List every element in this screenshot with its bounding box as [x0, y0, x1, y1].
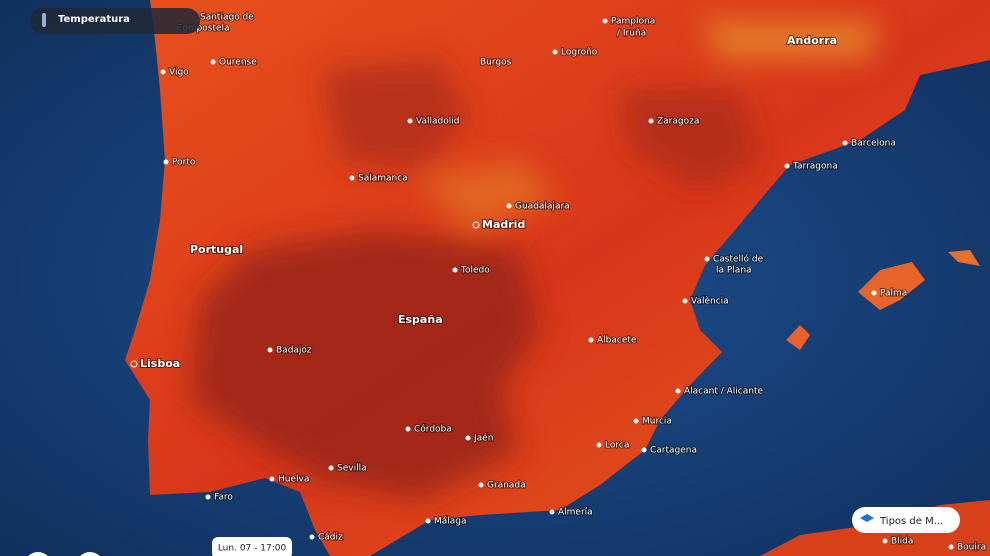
- city-dot: [842, 140, 848, 146]
- control-button[interactable]: [24, 552, 52, 556]
- city-label: Blida: [891, 537, 913, 547]
- city-label: València: [691, 296, 729, 307]
- island-ibiza: [786, 325, 810, 350]
- city-label: Murcia: [642, 417, 672, 427]
- city-label: Porto: [172, 158, 196, 168]
- city-label: Toledo: [460, 266, 490, 276]
- city-label: Faro: [214, 493, 233, 503]
- layer-pill-label: Temperatura: [58, 14, 130, 25]
- city-label: Almería: [558, 508, 593, 518]
- city-label: Castelló de: [713, 254, 764, 265]
- city-dot: [641, 447, 647, 453]
- city-label: Barcelona: [851, 139, 896, 149]
- city-label: Madrid: [482, 218, 525, 231]
- city-dot: [506, 203, 512, 209]
- city-label: Palma: [880, 289, 907, 299]
- city-dot: [633, 418, 639, 424]
- city-label: Guadalajara: [515, 202, 570, 212]
- island-mallorca: [858, 262, 925, 310]
- city-dot: [465, 435, 471, 441]
- city-label: Cádiz: [318, 533, 343, 543]
- city-label: Salamanca: [358, 174, 408, 184]
- thermometer-icon: [42, 13, 46, 27]
- city-dot: [552, 49, 558, 55]
- layer-pill[interactable]: [30, 8, 200, 34]
- map-types-label: Tipos de M...: [879, 516, 943, 527]
- city-label: Cartagena: [650, 446, 697, 456]
- city-dot: [328, 465, 334, 471]
- city-dot: [596, 442, 602, 448]
- city-label: Logroño: [561, 48, 598, 58]
- time-label: Lun. 07 - 17:00: [218, 544, 287, 554]
- city-dot: [309, 534, 315, 540]
- city-label: Santiago de: [200, 13, 254, 23]
- city-label: Huelva: [278, 475, 309, 485]
- city-dot: [871, 290, 877, 296]
- city-dot: [784, 163, 790, 169]
- city-label: Bouira: [957, 543, 986, 553]
- control-button[interactable]: [76, 552, 104, 556]
- city-label: Vigo: [169, 68, 189, 78]
- map-types-button[interactable]: [852, 507, 960, 533]
- city-dot: [349, 175, 355, 181]
- city-label: Albacete: [597, 336, 637, 346]
- city-label: Burgos: [480, 58, 512, 68]
- city-dot: [948, 544, 954, 550]
- city-label: Andorra: [787, 34, 837, 47]
- layers-icon: [860, 514, 874, 522]
- city-label: Sevilla: [337, 464, 367, 474]
- city-dot: [549, 509, 555, 515]
- city-dot: [210, 59, 216, 65]
- city-dot: [267, 347, 273, 353]
- city-label: Zaragoza: [657, 117, 699, 127]
- city-labels: Santiago deCompostelaOurenseVigoPortoPam…: [130, 12, 987, 554]
- city-label: Córdoba: [414, 424, 452, 435]
- city-dot: [478, 482, 484, 488]
- city-dot: [205, 494, 211, 500]
- city-dot: [407, 118, 413, 124]
- city-dot: [405, 426, 411, 432]
- city-label: Alacant / Alicante: [684, 387, 763, 397]
- city-label: Granada: [487, 481, 526, 491]
- city-label: Lorca: [605, 441, 629, 451]
- city-dot: [675, 388, 681, 394]
- city-dot: [588, 337, 594, 343]
- city-dot: [160, 69, 166, 75]
- city-label: Ourense: [219, 58, 257, 68]
- city-dot: [882, 538, 888, 544]
- city-dot: [682, 298, 688, 304]
- city-label: Málaga: [434, 517, 467, 527]
- city-label: Pamplona: [611, 17, 655, 27]
- city-label: Valladolid: [416, 117, 459, 127]
- city-dot: [704, 256, 710, 262]
- hot-zones: [190, 20, 880, 500]
- city-label: Lisboa: [140, 357, 180, 370]
- city-dot: [130, 360, 138, 368]
- city-dot: [425, 518, 431, 524]
- city-label: Portugal: [190, 243, 243, 256]
- city-label: Badajoz: [276, 346, 312, 356]
- city-dot: [648, 118, 654, 124]
- island-menorca: [948, 250, 980, 266]
- city-dot: [472, 221, 480, 229]
- city-label: Jaén: [473, 433, 493, 444]
- city-label: la Plana: [716, 266, 752, 276]
- city-label: España: [398, 313, 443, 326]
- city-dot: [269, 476, 275, 482]
- time-box[interactable]: [212, 537, 292, 556]
- city-dot: [163, 159, 169, 165]
- city-dot: [452, 267, 458, 273]
- city-dot: [602, 18, 608, 24]
- city-label: Tarragona: [792, 162, 838, 172]
- city-label: / Iruña: [617, 29, 646, 39]
